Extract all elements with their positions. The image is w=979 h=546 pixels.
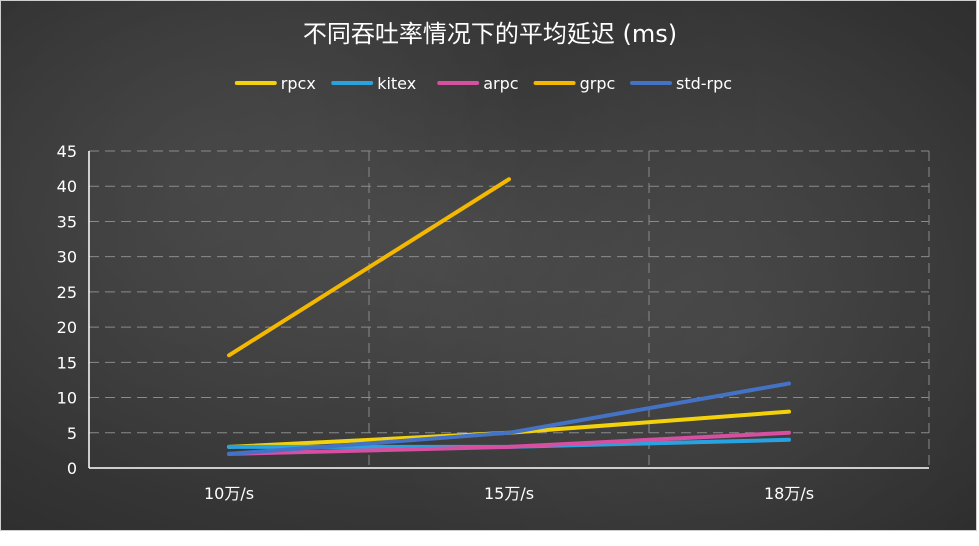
x-axis-ticks: 10万/s 15万/s 18万/s [204,484,814,503]
grid [89,150,930,468]
legend-label-std-rpc: std-rpc [676,74,732,93]
chart-frame: 不同吞吐率情况下的平均延迟 (ms) rpcx kitex arpc grpc std-… [0,0,977,531]
axes [88,151,929,469]
legend: rpcx kitex arpc grpc std-rpc [234,74,732,93]
y-tick-label: 10 [57,389,77,408]
series-line-grpc [227,177,511,358]
legend-label-arpc: arpc [483,74,518,93]
y-axis-ticks: 0 5 10 15 20 25 30 35 40 45 [57,142,77,478]
x-tick-label: 15万/s [484,484,534,503]
y-tick-label: 40 [57,177,77,196]
y-tick-label: 0 [67,459,77,478]
legend-label-kitex: kitex [377,74,416,93]
chart-title: 不同吞吐率情况下的平均延迟 (ms) [303,20,677,48]
y-tick-label: 15 [57,353,77,372]
legend-label-rpcx: rpcx [281,74,316,93]
x-tick-label: 18万/s [764,484,814,503]
y-tick-label: 20 [57,318,77,337]
y-tick-label: 5 [67,424,77,443]
line-chart: 不同吞吐率情况下的平均延迟 (ms) rpcx kitex arpc grpc std-… [57,20,930,503]
y-tick-label: 45 [57,142,77,161]
y-tick-label: 30 [57,248,77,267]
series-lines [227,177,791,456]
x-tick-label: 10万/s [204,484,254,503]
y-tick-label: 25 [57,283,77,302]
legend-label-grpc: grpc [580,74,616,93]
y-tick-label: 35 [57,212,77,231]
